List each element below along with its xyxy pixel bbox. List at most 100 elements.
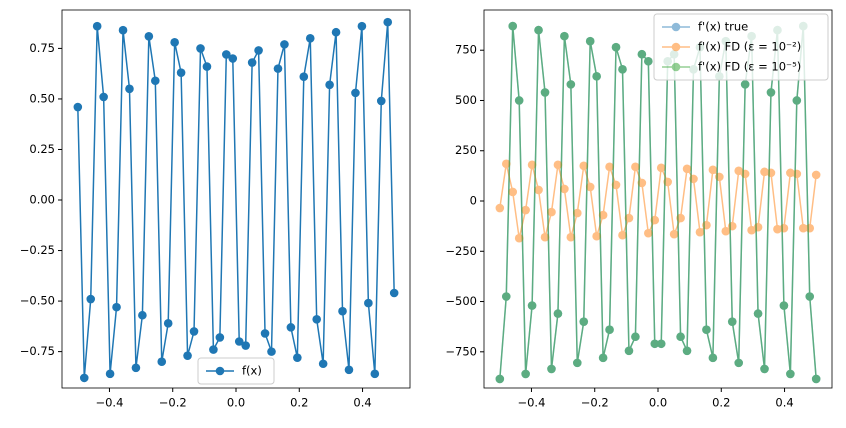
marker bbox=[331, 27, 341, 37]
legend-marker bbox=[671, 62, 681, 72]
marker bbox=[734, 166, 744, 176]
marker bbox=[79, 373, 89, 383]
marker bbox=[150, 76, 160, 86]
marker bbox=[553, 309, 563, 318]
y-tick-label: 0.00 bbox=[29, 193, 55, 207]
marker bbox=[631, 332, 640, 342]
marker bbox=[501, 159, 511, 169]
x-tick-label: 0.2 bbox=[290, 396, 308, 410]
marker bbox=[766, 168, 776, 178]
marker bbox=[521, 369, 530, 379]
marker bbox=[624, 346, 634, 356]
marker bbox=[695, 227, 705, 237]
marker bbox=[125, 84, 134, 94]
marker bbox=[318, 359, 328, 369]
line bbox=[499, 163, 817, 239]
marker bbox=[228, 54, 238, 63]
marker bbox=[773, 224, 782, 234]
marker bbox=[618, 230, 627, 240]
marker bbox=[338, 306, 347, 316]
marker bbox=[527, 160, 537, 170]
marker bbox=[656, 339, 666, 349]
marker bbox=[786, 369, 795, 379]
legend-label: f'(x) FD (ε = 10⁻⁵) bbox=[698, 60, 801, 74]
marker bbox=[273, 64, 283, 73]
marker bbox=[753, 222, 763, 232]
marker bbox=[364, 298, 373, 308]
marker bbox=[779, 301, 789, 310]
marker bbox=[753, 309, 763, 318]
marker bbox=[811, 170, 821, 180]
series bbox=[73, 17, 399, 383]
legend-box bbox=[197, 357, 275, 385]
marker bbox=[708, 165, 718, 175]
y-tick-label: −750 bbox=[445, 344, 477, 358]
marker bbox=[514, 96, 524, 105]
marker bbox=[86, 294, 96, 304]
marker bbox=[247, 58, 257, 67]
marker bbox=[760, 167, 769, 177]
marker bbox=[605, 325, 614, 334]
legend-key bbox=[662, 22, 690, 32]
x-tick-label: −0.4 bbox=[95, 396, 123, 410]
marker bbox=[73, 102, 83, 112]
marker bbox=[637, 49, 647, 59]
y-tick-label: −0.50 bbox=[20, 294, 55, 308]
y-tick-label: −0.25 bbox=[20, 243, 55, 257]
y-tick-label: 0 bbox=[470, 194, 477, 208]
marker bbox=[286, 323, 296, 332]
x-tick-label: 0.0 bbox=[227, 396, 245, 410]
marker bbox=[740, 80, 750, 89]
marker bbox=[798, 223, 808, 233]
marker bbox=[805, 292, 815, 301]
legend-marker bbox=[671, 42, 681, 52]
marker bbox=[592, 231, 601, 241]
marker bbox=[792, 96, 802, 105]
legend-label: f(x) bbox=[242, 364, 262, 378]
marker bbox=[611, 42, 621, 52]
marker bbox=[786, 168, 795, 178]
marker bbox=[112, 302, 121, 312]
marker bbox=[598, 353, 608, 363]
marker bbox=[727, 317, 737, 326]
legend-label: f'(x) FD (ε = 10⁻²) bbox=[698, 40, 801, 54]
marker bbox=[566, 232, 576, 242]
marker bbox=[779, 223, 789, 233]
marker bbox=[293, 353, 302, 362]
marker bbox=[254, 46, 263, 55]
marker bbox=[805, 223, 815, 233]
marker bbox=[99, 92, 108, 102]
marker bbox=[370, 369, 380, 379]
marker bbox=[534, 25, 543, 35]
marker bbox=[553, 160, 563, 170]
marker bbox=[376, 96, 386, 106]
marker bbox=[721, 226, 731, 236]
marker bbox=[305, 33, 315, 43]
marker bbox=[811, 374, 821, 384]
marker bbox=[389, 288, 399, 298]
legend-key bbox=[662, 62, 690, 72]
marker bbox=[521, 205, 530, 215]
marker bbox=[579, 317, 589, 326]
legend-marker bbox=[215, 366, 225, 376]
marker bbox=[740, 169, 750, 179]
marker bbox=[572, 208, 582, 218]
marker bbox=[547, 364, 556, 374]
marker bbox=[566, 80, 576, 89]
marker bbox=[196, 44, 205, 53]
marker bbox=[560, 184, 569, 194]
legend-marker bbox=[671, 22, 681, 32]
series bbox=[495, 159, 821, 243]
x-tick-label: 0.4 bbox=[353, 396, 371, 410]
marker bbox=[357, 21, 367, 31]
marker bbox=[592, 72, 601, 81]
marker bbox=[299, 72, 309, 82]
marker bbox=[351, 88, 360, 98]
marker bbox=[650, 339, 660, 349]
marker bbox=[234, 337, 244, 346]
marker bbox=[682, 164, 692, 174]
marker bbox=[682, 346, 692, 356]
marker bbox=[183, 351, 192, 360]
legend-box bbox=[653, 13, 829, 81]
marker bbox=[579, 161, 589, 171]
